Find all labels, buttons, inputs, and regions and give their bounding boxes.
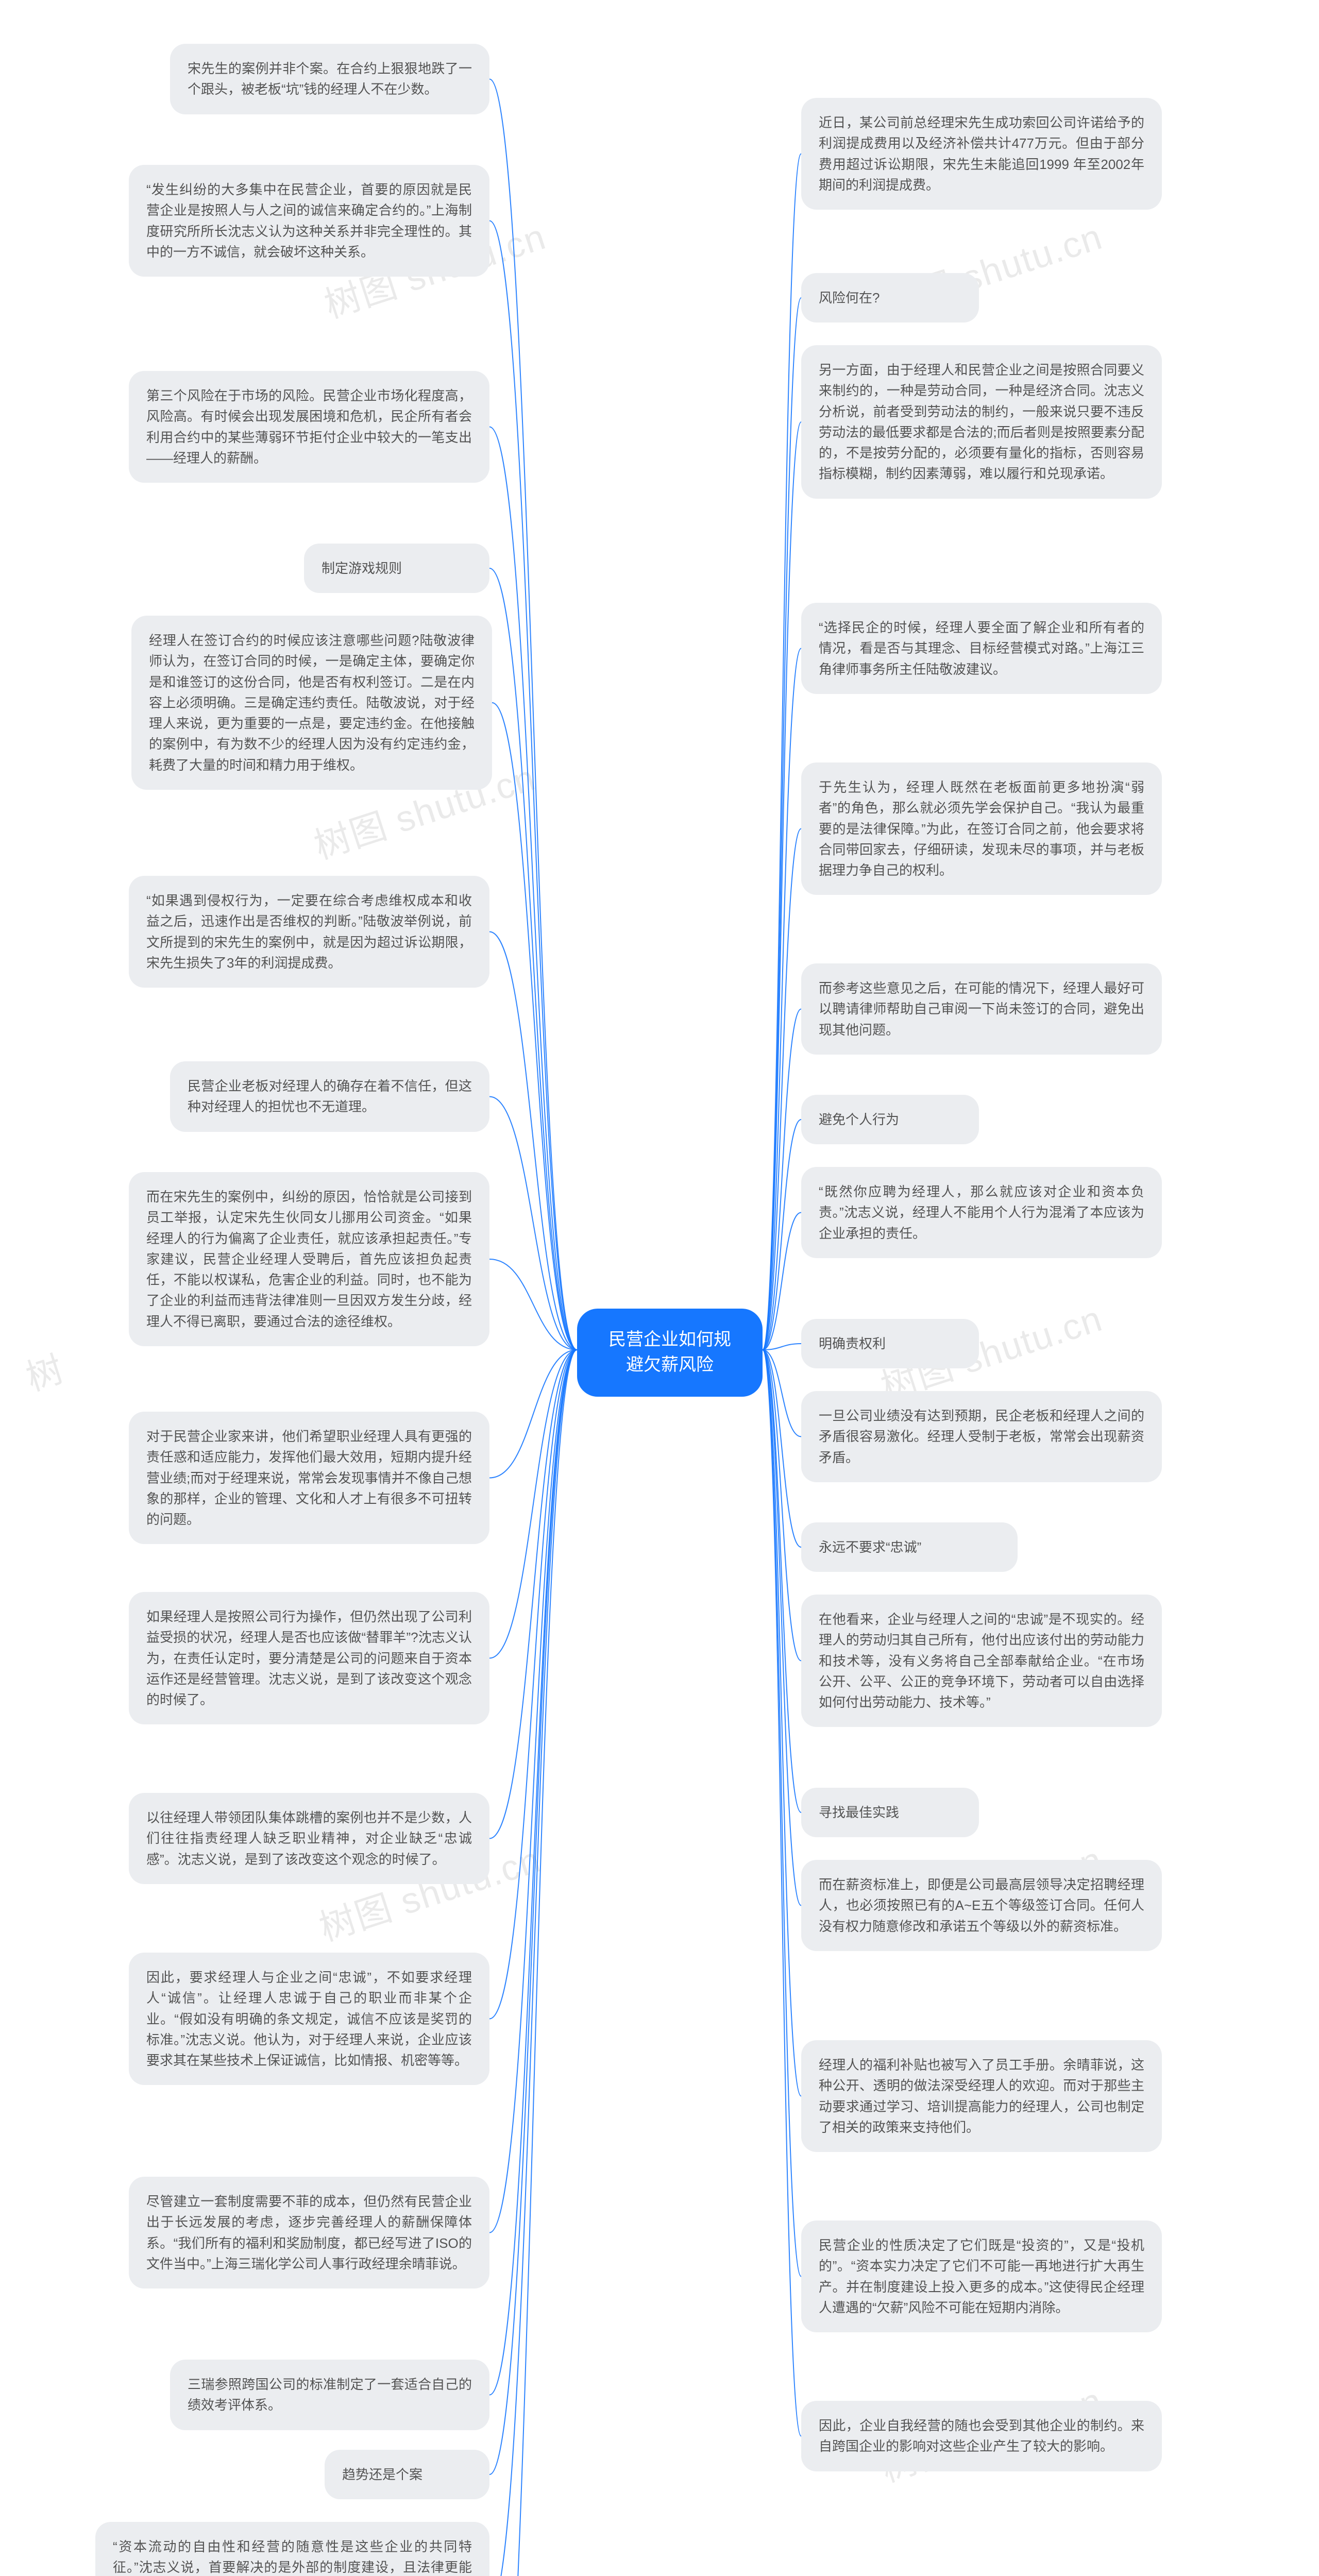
mindmap-node-text: 民营企业老板对经理人的确存在着不信任，但这种对经理人的担忧也不无道理。 — [188, 1078, 472, 1114]
mindmap-node-text: 因此，要求经理人与企业之间“忠诚”，不如要求经理人“诚信”。让经理人忠诚于自己的… — [146, 1970, 472, 2068]
mindmap-node: “如果遇到侵权行为，一定要在综合考虑维权成本和收益之后，迅速作出是否维权的判断。… — [129, 876, 489, 988]
mindmap-node: 一旦公司业绩没有达到预期，民企老板和经理人之间的矛盾很容易激化。经理人受制于老板… — [801, 1391, 1162, 1482]
mindmap-node-text: 而参考这些意见之后，在可能的情况下，经理人最好可以聘请律师帮助自己审阅一下尚未签… — [819, 980, 1144, 1038]
mindmap-node-text: “既然你应聘为经理人，那么就应该对企业和资本负责。”沈志义说，经理人不能用个人行… — [819, 1184, 1144, 1241]
mindmap-node-text: 于先生认为，经理人既然在老板面前更多地扮演“弱者”的角色，那么就必须先学会保护自… — [819, 779, 1144, 878]
edge — [763, 1350, 801, 2277]
mindmap-node: 如果经理人是按照公司行为操作，但仍然出现了公司利益受损的状况，经理人是否也应该做… — [129, 1592, 489, 1724]
edge — [489, 1350, 577, 1478]
mindmap-node-text: 对于民营企业家来讲，他们希望职业经理人具有更强的责任惑和适应能力，发挥他们最大效… — [146, 1429, 472, 1527]
edge — [489, 427, 577, 1350]
mindmap-node-text: 而在宋先生的案例中，纠纷的原因，恰恰就是公司接到员工举报，认定宋先生伙同女儿挪用… — [146, 1189, 472, 1329]
mindmap-node: 以往经理人带领团队集体跳槽的案例也并不是少数，人们往往指责经理人缺乏职业精神，对… — [129, 1793, 489, 1884]
mindmap-node: 民营企业的性质决定了它们既是“投资的”，又是“投机的”。“资本实力决定了它们不可… — [801, 2221, 1162, 2332]
mindmap-node-text: 在他看来，企业与经理人之间的“忠诚”是不现实的。经理人的劳动归其自己所有，他付出… — [819, 1612, 1144, 1710]
mindmap-node: 对于民营企业家来讲，他们希望职业经理人具有更强的责任惑和适应能力，发挥他们最大效… — [129, 1412, 489, 1544]
mindmap-node: 因此，企业自我经营的随也会受到其他企业的制约。来自跨国企业的影响对这些企业产生了… — [801, 2401, 1162, 2471]
edge — [489, 79, 577, 1350]
edge — [489, 1350, 577, 2576]
mindmap-node-text: 第三个风险在于市场的风险。民营企业市场化程度高，风险高。有时候会出现发展困境和危… — [146, 388, 472, 466]
mindmap-node-text: “选择民企的时候，经理人要全面了解企业和所有者的情况，看是否与其理念、目标经营模… — [819, 620, 1144, 677]
mindmap-node-text: 风险何在? — [819, 290, 880, 306]
mindmap-node: 在他看来，企业与经理人之间的“忠诚”是不现实的。经理人的劳动归其自己所有，他付出… — [801, 1595, 1162, 1727]
mindmap-node-text: 以往经理人带领团队集体跳槽的案例也并不是少数，人们往往指责经理人缺乏职业精神，对… — [146, 1810, 472, 1867]
mindmap-node: 趋势还是个案 — [325, 2450, 489, 2499]
mindmap-node: 宋先生的案例并非个案。在合约上狠狠地跌了一个跟头，被老板“坑”钱的经理人不在少数… — [170, 44, 489, 114]
edge — [489, 1350, 577, 1839]
mindmap-node: 经理人的福利补贴也被写入了员工手册。余晴菲说，这种公开、透明的做法深受经理人的欢… — [801, 2040, 1162, 2152]
mindmap-node: 而在宋先生的案例中，纠纷的原因，恰恰就是公司接到员工举报，认定宋先生伙同女儿挪用… — [129, 1172, 489, 1346]
edge — [763, 1009, 801, 1350]
mindmap-node-text: 因此，企业自我经营的随也会受到其他企业的制约。来自跨国企业的影响对这些企业产生了… — [819, 2418, 1144, 2454]
edge — [489, 568, 577, 1350]
mindmap-node: “选择民企的时候，经理人要全面了解企业和所有者的情况，看是否与其理念、目标经营模… — [801, 603, 1162, 694]
edge — [763, 1350, 801, 2096]
mindmap-node: 而参考这些意见之后，在可能的情况下，经理人最好可以聘请律师帮助自己审阅一下尚未签… — [801, 963, 1162, 1055]
center-topic: 民营企业如何规避欠薪风险 — [577, 1309, 763, 1397]
edge — [763, 1350, 801, 1812]
mindmap-node: 制定游戏规则 — [304, 544, 489, 593]
mindmap-node: 避免个人行为 — [801, 1095, 979, 1144]
mindmap-node: 永远不要求“忠诚” — [801, 1522, 1018, 1572]
mindmap-node: 经理人在签订合约的时候应该注意哪些问题?陆敬波律师认为，在签订合同的时候，一是确… — [131, 616, 492, 790]
mindmap-node: 第三个风险在于市场的风险。民营企业市场化程度高，风险高。有时候会出现发展困境和危… — [129, 371, 489, 483]
mindmap-node-text: 另一方面，由于经理人和民营企业之间是按照合同要义来制约的，一种是劳动合同，一种是… — [819, 362, 1144, 481]
mindmap-node: 民营企业老板对经理人的确存在着不信任，但这种对经理人的担忧也不无道理。 — [170, 1061, 489, 1132]
mindmap-node-text: 避免个人行为 — [819, 1112, 899, 1127]
mindmap-node: 风险何在? — [801, 273, 979, 323]
mindmap-node: 尽管建立一套制度需要不菲的成本，但仍然有民营企业出于长远发展的考虑，逐步完善经理… — [129, 2177, 489, 2289]
mindmap-node-text: 宋先生的案例并非个案。在合约上狠狠地跌了一个跟头，被老板“坑”钱的经理人不在少数… — [188, 61, 472, 97]
mindmap-node-text: 趋势还是个案 — [342, 2467, 422, 2482]
mindmap-node-text: 一旦公司业绩没有达到预期，民企老板和经理人之间的矛盾很容易激化。经理人受制于老板… — [819, 1408, 1144, 1465]
mindmap-node: 近日，某公司前总经理宋先生成功索回公司许诺给予的利润提成费用以及经济补偿共计47… — [801, 98, 1162, 210]
mindmap-node-text: 寻找最佳实践 — [819, 1805, 899, 1820]
edge — [763, 422, 801, 1350]
mindmap-node: “资本流动的自由性和经营的随意性是这些企业的共同特征。”沈志义说，首要解决的是外… — [95, 2522, 489, 2576]
edge — [489, 932, 577, 1350]
mindmap-node-text: 民营企业的性质决定了它们既是“投资的”，又是“投机的”。“资本实力决定了它们不可… — [819, 2238, 1144, 2315]
mindmap-node-text: 近日，某公司前总经理宋先生成功索回公司许诺给予的利润提成费用以及经济补偿共计47… — [819, 115, 1144, 193]
mindmap-node: 另一方面，由于经理人和民营企业之间是按照合同要义来制约的，一种是劳动合同，一种是… — [801, 345, 1162, 499]
edge — [489, 1350, 577, 2576]
center-topic-label: 民营企业如何规避欠薪风险 — [608, 1330, 731, 1375]
mindmap-node: 因此，要求经理人与企业之间“忠诚”，不如要求经理人“诚信”。让经理人忠诚于自己的… — [129, 1953, 489, 2085]
mindmap-node-text: 永远不要求“忠诚” — [819, 1539, 921, 1555]
mindmap-node: 寻找最佳实践 — [801, 1788, 979, 1837]
mindmap-node: 而在薪资标准上，即便是公司最高层领导决定招聘经理人，也必须按照已有的A~E五个等… — [801, 1860, 1162, 1951]
mindmap-node-text: 三瑞参照跨国公司的标准制定了一套适合自己的绩效考评体系。 — [188, 2377, 472, 2413]
mindmap-node-text: 制定游戏规则 — [322, 561, 402, 576]
mindmap-node-text: 经理人在签订合约的时候应该注意哪些问题?陆敬波律师认为，在签订合同的时候，一是确… — [149, 633, 475, 773]
mindmap-node-text: “资本流动的自由性和经营的随意性是这些企业的共同特征。”沈志义说，首要解决的是外… — [113, 2539, 472, 2576]
mindmap-node: “既然你应聘为经理人，那么就应该对企业和资本负责。”沈志义说，经理人不能用个人行… — [801, 1167, 1162, 1258]
mindmap-node-text: 如果经理人是按照公司行为操作，但仍然出现了公司利益受损的状况，经理人是否也应该做… — [146, 1609, 472, 1707]
edge — [489, 1350, 577, 2475]
mindmap-node-text: 明确责权利 — [819, 1336, 886, 1351]
mindmap-node: 明确责权利 — [801, 1319, 979, 1368]
mindmap-node-text: 经理人的福利补贴也被写入了员工手册。余晴菲说，这种公开、透明的做法深受经理人的欢… — [819, 2057, 1144, 2135]
mindmap-node-text: 尽管建立一套制度需要不菲的成本，但仍然有民营企业出于长远发展的考虑，逐步完善经理… — [146, 2194, 472, 2272]
mindmap-node: 于先生认为，经理人既然在老板面前更多地扮演“弱者”的角色，那么就必须先学会保护自… — [801, 762, 1162, 895]
mindmap-node: 三瑞参照跨国公司的标准制定了一套适合自己的绩效考评体系。 — [170, 2360, 489, 2430]
mindmap-node-text: 而在薪资标准上，即便是公司最高层领导决定招聘经理人，也必须按照已有的A~E五个等… — [819, 1877, 1144, 1934]
mindmap-node-text: “如果遇到侵权行为，一定要在综合考虑维权成本和收益之后，迅速作出是否维权的判断。… — [146, 893, 472, 971]
edge — [489, 221, 577, 1350]
edge — [492, 703, 577, 1350]
mindmap-node-text: “发生纠纷的大多集中在民营企业，首要的原因就是民营企业是按照人与人之间的诚信来确… — [146, 182, 472, 260]
mindmap-node: “发生纠纷的大多集中在民营企业，首要的原因就是民营企业是按照人与人之间的诚信来确… — [129, 165, 489, 277]
